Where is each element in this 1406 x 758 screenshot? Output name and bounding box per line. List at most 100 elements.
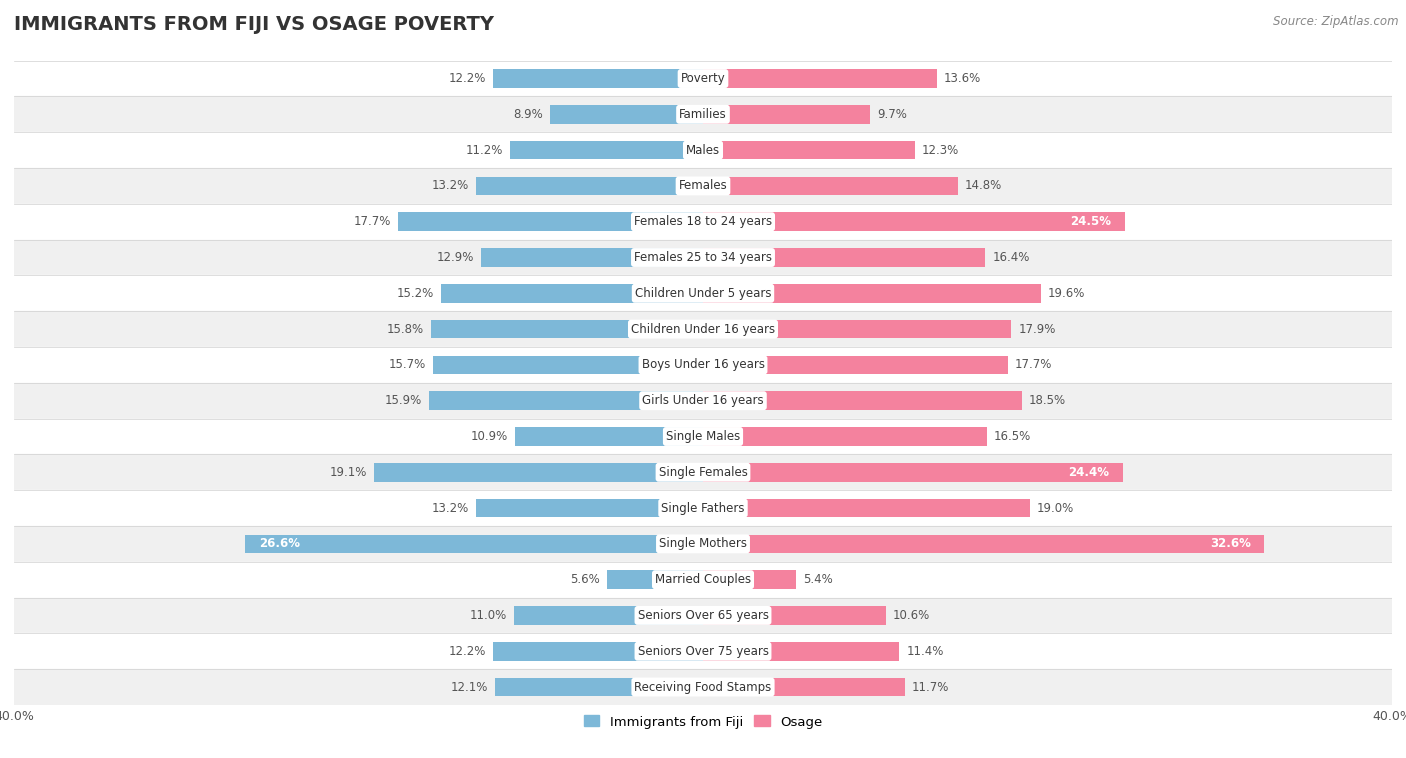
Bar (703, 284, 1040, 302)
Text: 11.7%: 11.7% (911, 681, 949, 694)
Bar (14, 418, 1392, 454)
Text: Females: Females (679, 180, 727, 193)
Bar (703, 177, 957, 196)
Text: 11.2%: 11.2% (465, 143, 503, 157)
Text: 19.0%: 19.0% (1038, 502, 1074, 515)
Text: 11.4%: 11.4% (907, 645, 943, 658)
Text: 15.9%: 15.9% (385, 394, 422, 407)
Text: 15.7%: 15.7% (388, 359, 426, 371)
Text: 16.5%: 16.5% (994, 430, 1032, 443)
Text: Poverty: Poverty (681, 72, 725, 85)
Text: 5.4%: 5.4% (803, 573, 832, 586)
Text: Females 25 to 34 years: Females 25 to 34 years (634, 251, 772, 264)
Bar (513, 606, 703, 625)
Bar (433, 356, 703, 374)
Bar (14, 240, 1392, 275)
Text: 26.6%: 26.6% (259, 537, 299, 550)
Text: 12.2%: 12.2% (449, 645, 486, 658)
Bar (398, 212, 703, 231)
Bar (703, 428, 987, 446)
Bar (495, 678, 703, 697)
Text: Married Couples: Married Couples (655, 573, 751, 586)
Bar (14, 204, 1392, 240)
Text: 8.9%: 8.9% (513, 108, 543, 121)
Bar (703, 463, 1123, 481)
Text: 12.2%: 12.2% (449, 72, 486, 85)
Bar (475, 177, 703, 196)
Bar (703, 212, 1125, 231)
Bar (429, 391, 703, 410)
Bar (14, 168, 1392, 204)
Text: Single Mothers: Single Mothers (659, 537, 747, 550)
Text: 13.6%: 13.6% (945, 72, 981, 85)
Bar (515, 428, 703, 446)
Bar (606, 570, 703, 589)
Bar (430, 320, 703, 338)
Bar (703, 248, 986, 267)
Bar (703, 570, 796, 589)
Text: 12.1%: 12.1% (450, 681, 488, 694)
Text: IMMIGRANTS FROM FIJI VS OSAGE POVERTY: IMMIGRANTS FROM FIJI VS OSAGE POVERTY (14, 15, 494, 34)
Legend: Immigrants from Fiji, Osage: Immigrants from Fiji, Osage (578, 710, 828, 734)
Bar (703, 320, 1011, 338)
Text: Receiving Food Stamps: Receiving Food Stamps (634, 681, 772, 694)
Text: 13.2%: 13.2% (432, 502, 468, 515)
Bar (703, 391, 1022, 410)
Text: 17.7%: 17.7% (1015, 359, 1052, 371)
Bar (441, 284, 703, 302)
Bar (703, 534, 1264, 553)
Text: Males: Males (686, 143, 720, 157)
Bar (14, 562, 1392, 597)
Text: Single Fathers: Single Fathers (661, 502, 745, 515)
Bar (703, 678, 904, 697)
Bar (14, 132, 1392, 168)
Text: 24.5%: 24.5% (1070, 215, 1111, 228)
Bar (14, 96, 1392, 132)
Bar (703, 105, 870, 124)
Bar (245, 534, 703, 553)
Text: Children Under 5 years: Children Under 5 years (634, 287, 772, 300)
Text: Females 18 to 24 years: Females 18 to 24 years (634, 215, 772, 228)
Text: Single Females: Single Females (658, 465, 748, 479)
Text: Families: Families (679, 108, 727, 121)
Bar (703, 356, 1008, 374)
Text: 12.9%: 12.9% (436, 251, 474, 264)
Bar (14, 490, 1392, 526)
Bar (14, 275, 1392, 312)
Text: 15.8%: 15.8% (387, 323, 425, 336)
Text: 5.6%: 5.6% (569, 573, 599, 586)
Text: 16.4%: 16.4% (993, 251, 1029, 264)
Text: 19.1%: 19.1% (330, 465, 367, 479)
Text: Seniors Over 75 years: Seniors Over 75 years (637, 645, 769, 658)
Bar (550, 105, 703, 124)
Bar (14, 61, 1392, 96)
Text: Girls Under 16 years: Girls Under 16 years (643, 394, 763, 407)
Text: 19.6%: 19.6% (1047, 287, 1085, 300)
Bar (14, 347, 1392, 383)
Bar (14, 669, 1392, 705)
Bar (14, 597, 1392, 634)
Text: 15.2%: 15.2% (396, 287, 434, 300)
Bar (481, 248, 703, 267)
Text: 18.5%: 18.5% (1029, 394, 1066, 407)
Bar (494, 69, 703, 88)
Bar (494, 642, 703, 660)
Bar (703, 499, 1031, 518)
Bar (703, 606, 886, 625)
Bar (14, 312, 1392, 347)
Bar (374, 463, 703, 481)
Text: Boys Under 16 years: Boys Under 16 years (641, 359, 765, 371)
Text: 13.2%: 13.2% (432, 180, 468, 193)
Bar (703, 642, 900, 660)
Bar (475, 499, 703, 518)
Bar (703, 69, 938, 88)
Text: 10.6%: 10.6% (893, 609, 929, 622)
Text: 9.7%: 9.7% (877, 108, 907, 121)
Bar (14, 454, 1392, 490)
Text: 10.9%: 10.9% (471, 430, 509, 443)
Text: Source: ZipAtlas.com: Source: ZipAtlas.com (1274, 15, 1399, 28)
Text: 32.6%: 32.6% (1209, 537, 1251, 550)
Bar (510, 141, 703, 159)
Bar (14, 383, 1392, 418)
Text: 11.0%: 11.0% (470, 609, 506, 622)
